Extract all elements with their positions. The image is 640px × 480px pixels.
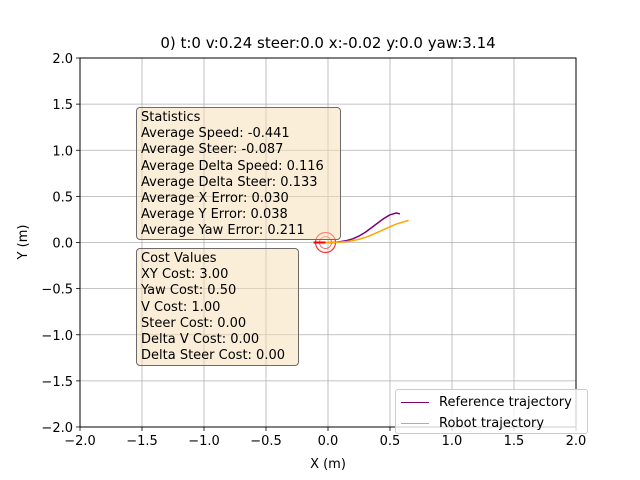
statistics-title: Statistics — [141, 110, 201, 125]
y-tick-label: 1.0 — [52, 144, 73, 159]
y-tick-label: −2.0 — [41, 421, 73, 436]
y-tick-label: 2.0 — [52, 52, 73, 67]
x-tick-label: 0.5 — [380, 434, 401, 449]
legend-item-reference: Reference trajectory — [401, 393, 572, 411]
stat-avg-steer: Average Steer: -0.087 — [141, 142, 284, 158]
stat-avg-yaw-error: Average Yaw Error: 0.211 — [141, 223, 305, 239]
y-axis-label: Y (m) — [16, 225, 31, 261]
axis-ticks: −2.0 −1.5 −1.0 −0.5 0.0 0.5 1.0 1.5 2.0 −2.0 −1.5 −… — [41, 52, 586, 449]
cost-xy: XY Cost: 3.00 — [141, 267, 229, 283]
cost-values-title: Cost Values — [141, 251, 217, 266]
x-tick-label: 1.5 — [504, 434, 525, 449]
cost-delta-steer: Delta Steer Cost: 0.00 — [141, 348, 285, 364]
y-tick-label: −0.5 — [41, 283, 73, 298]
cost-v: V Cost: 1.00 — [141, 299, 221, 315]
robot-trajectory-line — [325, 219, 409, 244]
x-tick-label: −1.5 — [126, 434, 158, 449]
legend-swatch-robot — [401, 422, 429, 424]
y-tick-label: 0.5 — [52, 190, 73, 205]
legend: Reference trajectory Robot trajectory — [395, 389, 588, 434]
stat-avg-delta-speed: Average Delta Speed: 0.116 — [141, 158, 324, 174]
y-tick-label: −1.0 — [41, 329, 73, 344]
y-tick-label: 0.0 — [52, 237, 73, 252]
stat-avg-speed: Average Speed: -0.441 — [141, 126, 290, 142]
y-tick-label: 1.5 — [52, 98, 73, 113]
legend-label-reference: Reference trajectory — [439, 394, 572, 410]
x-axis-label: X (m) — [310, 457, 346, 472]
x-tick-label: 0.0 — [318, 434, 339, 449]
x-tick-label: 2.0 — [566, 434, 587, 449]
stat-avg-delta-steer: Average Delta Steer: 0.133 — [141, 174, 318, 190]
cost-values-box: Cost Values XY Cost: 3.00 Yaw Cost: 0.50… — [136, 248, 299, 366]
legend-swatch-reference — [401, 401, 429, 403]
stat-avg-x-error: Average X Error: 0.030 — [141, 191, 289, 207]
cost-delta-v: Delta V Cost: 0.00 — [141, 332, 260, 348]
stat-avg-y-error: Average Y Error: 0.038 — [141, 207, 288, 223]
x-tick-label: −0.5 — [250, 434, 282, 449]
chart-title: 0) t:0 v:0.24 steer:0.0 x:-0.02 y:0.0 ya… — [160, 34, 495, 52]
y-tick-label: −1.5 — [41, 375, 73, 390]
legend-item-robot: Robot trajectory — [401, 414, 544, 432]
cost-yaw: Yaw Cost: 0.50 — [141, 283, 237, 299]
cost-steer: Steer Cost: 0.00 — [141, 315, 247, 331]
x-tick-label: 1.0 — [442, 434, 463, 449]
statistics-box: Statistics Average Speed: -0.441 Average… — [136, 107, 341, 240]
x-tick-label: −2.0 — [64, 434, 96, 449]
legend-label-robot: Robot trajectory — [439, 415, 545, 431]
x-tick-label: −1.0 — [188, 434, 220, 449]
